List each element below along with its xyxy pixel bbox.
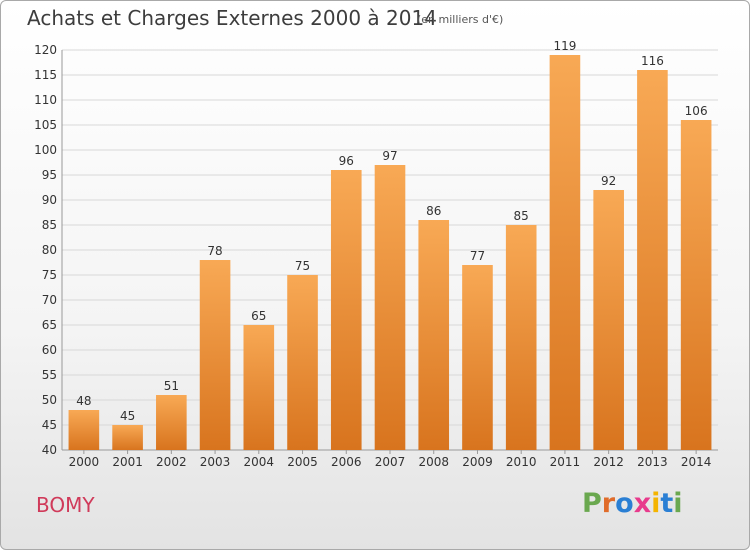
x-tick-label: 2003 xyxy=(200,455,231,469)
logo-letter: o xyxy=(615,488,634,519)
data-label: 97 xyxy=(382,149,397,163)
data-label: 119 xyxy=(553,39,576,53)
bar xyxy=(243,325,275,450)
data-label: 85 xyxy=(514,209,529,223)
logo-letter: r xyxy=(601,488,616,519)
x-tick-label: 2012 xyxy=(593,455,624,469)
y-tick-label: 105 xyxy=(34,118,57,132)
logo-letter: P xyxy=(582,488,602,519)
x-tick-label: 2002 xyxy=(156,455,187,469)
y-tick-label: 40 xyxy=(42,443,57,457)
data-label: 78 xyxy=(207,244,222,258)
x-tick-label: 2011 xyxy=(550,455,581,469)
place-name: BOMY xyxy=(36,493,95,517)
bar xyxy=(418,220,450,450)
bar xyxy=(330,170,362,450)
bar xyxy=(112,425,143,450)
bar xyxy=(287,275,318,450)
logo-letter: t xyxy=(660,488,674,519)
data-label: 96 xyxy=(339,154,354,168)
bar xyxy=(156,395,187,450)
x-tick-label: 2001 xyxy=(112,455,143,469)
data-label: 51 xyxy=(164,379,179,393)
y-tick-label: 100 xyxy=(34,143,57,157)
bar xyxy=(549,55,581,450)
y-tick-label: 80 xyxy=(42,243,57,257)
x-tick-label: 2004 xyxy=(244,455,275,469)
y-tick-label: 110 xyxy=(34,93,57,107)
x-tick-label: 2014 xyxy=(681,455,712,469)
bar xyxy=(68,410,100,450)
chart-subtitle: (en milliers d'€) xyxy=(417,13,504,26)
x-tick-label: 2005 xyxy=(287,455,318,469)
data-label: 106 xyxy=(685,104,708,118)
y-tick-label: 115 xyxy=(34,68,57,82)
y-tick-label: 90 xyxy=(42,193,57,207)
x-tick-label: 2000 xyxy=(69,455,100,469)
logo-letter: x xyxy=(633,488,652,519)
data-label: 116 xyxy=(641,54,664,68)
x-tick-label: 2006 xyxy=(331,455,362,469)
x-tick-label: 2007 xyxy=(375,455,406,469)
data-label: 77 xyxy=(470,249,485,263)
x-tick-label: 2013 xyxy=(637,455,668,469)
bar xyxy=(374,165,406,450)
y-tick-label: 120 xyxy=(34,43,57,57)
y-tick-label: 55 xyxy=(42,368,57,382)
x-tick-label: 2008 xyxy=(418,455,449,469)
bar xyxy=(462,265,493,450)
bar xyxy=(593,190,624,450)
y-tick-label: 70 xyxy=(42,293,57,307)
data-label: 75 xyxy=(295,259,310,273)
bar xyxy=(637,70,668,450)
y-tick-label: 95 xyxy=(42,168,57,182)
x-tick-label: 2009 xyxy=(462,455,493,469)
data-label: 48 xyxy=(76,394,91,408)
y-tick-label: 85 xyxy=(42,218,57,232)
data-label: 65 xyxy=(251,309,266,323)
y-tick-label: 75 xyxy=(42,268,57,282)
data-label: 86 xyxy=(426,204,441,218)
bar xyxy=(680,120,712,450)
bar xyxy=(199,260,231,450)
data-label: 45 xyxy=(120,409,135,423)
y-tick-label: 60 xyxy=(42,343,57,357)
y-tick-label: 50 xyxy=(42,393,57,407)
chart-title: Achats et Charges Externes 2000 à 2014 xyxy=(27,6,437,30)
y-tick-label: 65 xyxy=(42,318,57,332)
logo-letter: i xyxy=(651,488,661,519)
x-tick-label: 2010 xyxy=(506,455,537,469)
bar xyxy=(505,225,537,450)
logo-letter: i xyxy=(673,488,683,519)
proxiti-logo: Proxiti xyxy=(582,488,683,519)
data-label: 92 xyxy=(601,174,616,188)
y-tick-label: 45 xyxy=(42,418,57,432)
